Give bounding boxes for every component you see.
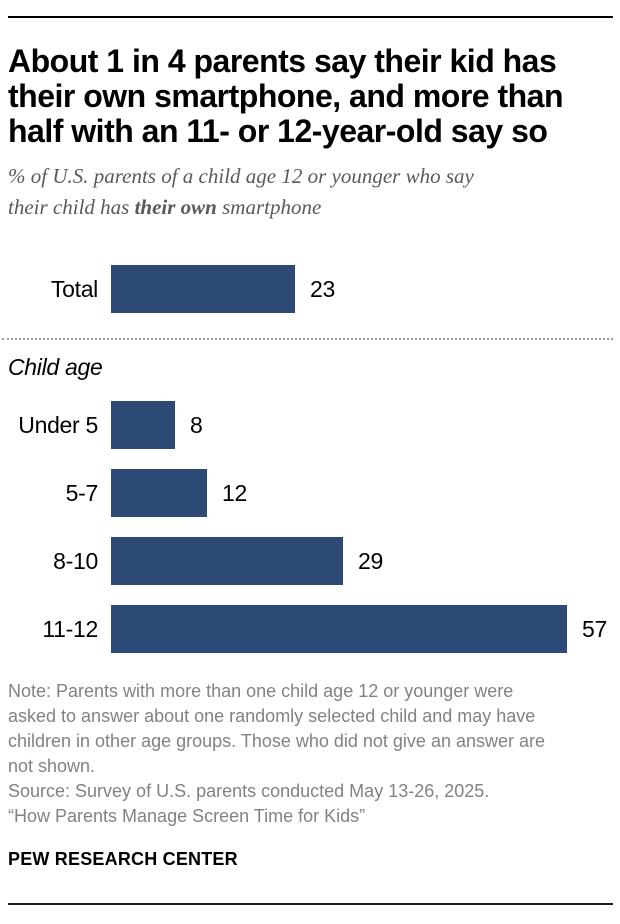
bar-value-label: 12 bbox=[222, 479, 247, 506]
bar bbox=[111, 605, 567, 653]
bar-row: 11-12 57 bbox=[8, 605, 613, 653]
bar-value-label: 8 bbox=[190, 411, 203, 438]
source-text: Source: Survey of U.S. parents conducted… bbox=[8, 781, 490, 801]
bar-category-label: 5-7 bbox=[65, 479, 99, 506]
subtitle-line2-suffix: smartphone bbox=[216, 195, 322, 219]
category-rows-container: Under 5 8 5-7 12 8-10 29 11-12 57 bbox=[8, 401, 613, 653]
bar-category-label: Under 5 bbox=[18, 411, 98, 438]
bar-value-label: 23 bbox=[310, 275, 335, 302]
bar-value-label: 29 bbox=[358, 547, 383, 574]
subtitle-line-1: % of U.S. parents of a child age 12 or y… bbox=[8, 164, 474, 188]
subtitle-emphasis: their own bbox=[134, 195, 217, 219]
title-line-3: half with an 11- or 12-year-old say so bbox=[8, 113, 548, 149]
group-label: Child age bbox=[8, 354, 103, 380]
subtitle-line2-prefix: their child has bbox=[8, 195, 135, 219]
title-line-2: their own smartphone, and more than bbox=[8, 78, 564, 114]
bar-row: Total 23 bbox=[8, 265, 613, 313]
bar-row: Under 5 8 bbox=[8, 401, 613, 449]
bar-category-label: 11-12 bbox=[42, 615, 98, 642]
chart-subtitle: % of U.S. parents of a child age 12 or y… bbox=[8, 161, 613, 223]
bar-row: 5-7 12 bbox=[8, 469, 613, 517]
bottom-rule bbox=[8, 903, 613, 905]
title-line-1: About 1 in 4 parents say their kid has bbox=[8, 43, 557, 79]
total-row-container: Total 23 bbox=[8, 265, 613, 313]
bar-category-label: Total bbox=[50, 275, 98, 302]
chart-title: About 1 in 4 parents say their kid has th… bbox=[8, 44, 613, 149]
bar bbox=[111, 401, 175, 449]
bar-chart: Total 23 Child age Under 5 8 5-7 12 8-10 29 11-… bbox=[2, 265, 613, 653]
top-rule bbox=[8, 16, 613, 18]
bar-category-label: 8-10 bbox=[53, 547, 98, 574]
bar bbox=[111, 537, 343, 585]
footer: Note: Parents with more than one child a… bbox=[8, 679, 613, 905]
dotted-separator bbox=[2, 338, 613, 340]
bar bbox=[111, 469, 207, 517]
brand-name: PEW RESEARCH CENTER bbox=[8, 849, 238, 869]
report-title-text: “How Parents Manage Screen Time for Kids… bbox=[8, 806, 366, 826]
pew-chart-card: About 1 in 4 parents say their kid has th… bbox=[2, 16, 613, 905]
note-text: Note: Parents with more than one child a… bbox=[8, 681, 546, 776]
bar-row: 8-10 29 bbox=[8, 537, 613, 585]
bar-value-label: 57 bbox=[582, 615, 607, 642]
bar bbox=[111, 265, 295, 313]
